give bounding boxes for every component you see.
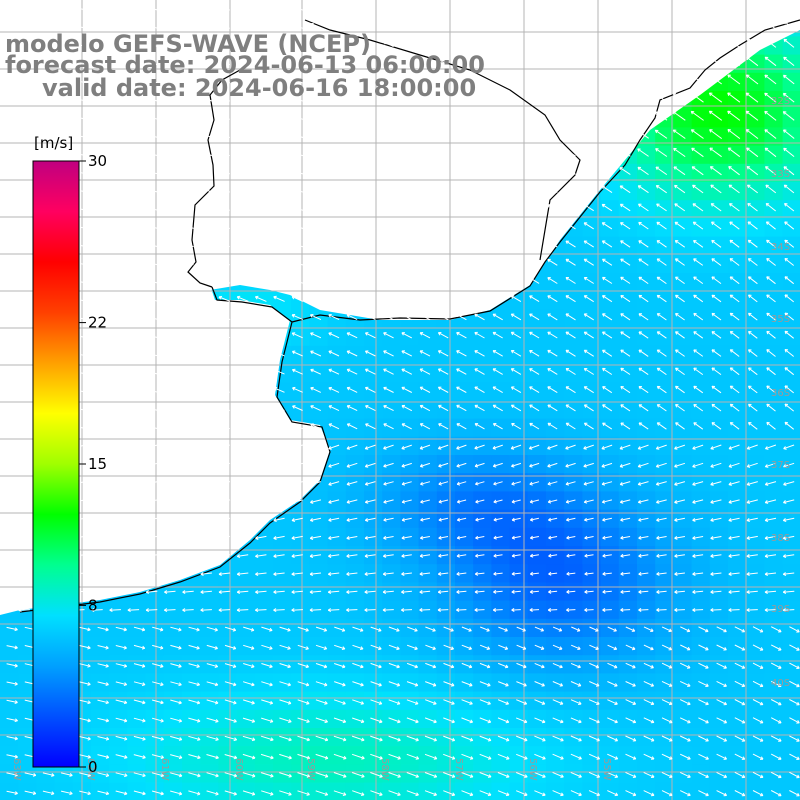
latitude-label: 36S [771,388,790,399]
latitude-label: 39S [771,604,790,615]
valid-date: valid date: 2024-06-16 18:00:00 [42,74,477,102]
wind-speed-cell [327,782,347,800]
longitude-label: 60W [233,758,244,781]
latitude-label: 37S [771,460,790,471]
latitude-label: 40S [771,678,790,689]
longitude-label: 57W [453,758,464,781]
longitude-label: 63W [11,758,22,781]
colorbar-gradient [32,160,80,768]
colorbar-tick-label: 22 [88,314,107,332]
wind-speed-cell [473,782,492,800]
wind-speed-cell [527,782,547,800]
wind-speed-cell [91,782,110,800]
latitude-label: 33S [771,169,790,180]
colorbar-tick-label: 0 [88,758,98,776]
latitude-label: 34S [771,242,790,253]
wind-speed-cell [637,782,656,800]
longitude-label: 59W [305,758,316,781]
latitude-label: 38S [771,533,790,544]
wind-speed-cell [691,782,711,800]
wind-speed-cell [509,782,529,800]
wind-speed-cell [163,782,183,800]
wind-speed-cell [309,782,329,800]
longitude-label: 55W [601,758,612,781]
wind-speed-cell [782,200,800,219]
longitude-label: 61W [159,758,170,781]
wind-speed-cell [764,782,784,800]
colorbar-tick-label: 30 [88,152,107,170]
longitude-label: 58W [379,758,390,781]
wind-speed-cell [709,782,729,800]
colorbar-tick-label: 15 [88,455,107,473]
latitude-label: 35S [771,314,790,325]
latitude-label: 32S [771,96,790,107]
longitude-label: 56W [527,758,538,781]
colorbar-unit: [m/s] [34,134,73,152]
colorbar-tick-label: 8 [88,596,98,614]
